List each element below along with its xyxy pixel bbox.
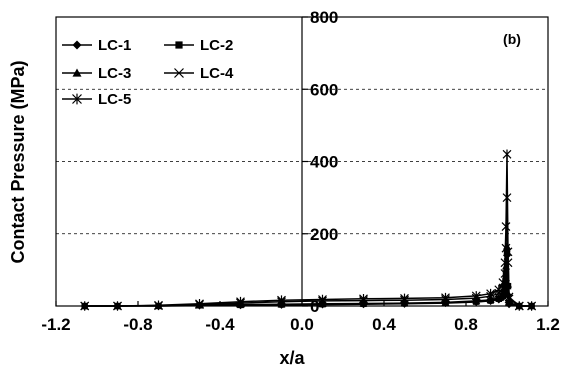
x-tick-label: -0.4 [205, 315, 235, 334]
data-point [486, 295, 495, 304]
x-tick-label: 0.8 [454, 315, 478, 334]
x-tick-label: -0.8 [123, 315, 152, 334]
series-line [84, 251, 532, 307]
data-point [505, 298, 514, 306]
data-point [359, 293, 368, 304]
data-point [113, 301, 122, 311]
data-series [80, 149, 537, 311]
legend-item: LC-3 [62, 65, 131, 82]
data-point [527, 301, 537, 311]
data-point [502, 149, 512, 160]
x-tick-label: 1.2 [536, 315, 560, 334]
legend-marker [175, 41, 183, 49]
x-tick-label: 0.4 [372, 315, 396, 334]
series-lc-5 [80, 149, 537, 311]
y-tick-label: 200 [310, 225, 338, 244]
data-point [80, 301, 90, 311]
x-tick-label: 0.0 [290, 315, 314, 334]
y-tick-label: 800 [310, 8, 338, 27]
data-point [318, 294, 327, 305]
tick-labels: 0 200 400 600 800 -1.2 -0.8 -0.4 0.0 0.4 0.8 1.2 [41, 8, 559, 334]
legend-item: LC-4 [164, 65, 234, 82]
legend-marker [174, 68, 184, 78]
legend-marker [72, 40, 82, 50]
series-line [84, 197, 532, 307]
y-tick-label: 600 [310, 80, 338, 99]
x-axis-title: x/a [279, 348, 305, 368]
legend-item: LC-1 [62, 37, 131, 54]
legend-item: LC-5 [62, 91, 131, 108]
data-point [504, 292, 514, 302]
panel-label: (b) [503, 31, 521, 47]
x-tick-label: -1.2 [41, 315, 70, 334]
data-point [514, 301, 524, 311]
data-point [503, 247, 513, 257]
legend-item: LC-2 [164, 37, 233, 54]
data-point [471, 291, 481, 301]
legend-label: LC-5 [98, 91, 131, 108]
data-point [494, 293, 503, 301]
data-point [400, 293, 409, 304]
data-point [494, 284, 504, 295]
legend-label: LC-1 [98, 37, 131, 54]
data-point [236, 296, 245, 307]
y-tick-label: 0 [310, 297, 319, 316]
legend-marker [72, 93, 82, 105]
series-lc-4 [80, 193, 537, 311]
legend-label: LC-3 [98, 65, 131, 82]
y-axis-title: Contact Pressure (MPa) [8, 60, 28, 263]
data-point [154, 300, 163, 311]
legend: LC-1 LC-2 LC-3 LC-4 LC-5 [62, 37, 234, 108]
legend-label: LC-2 [200, 37, 233, 54]
legend-marker [72, 68, 82, 77]
data-point [277, 295, 286, 306]
legend-label: LC-4 [200, 65, 234, 82]
data-point [500, 269, 510, 278]
data-point [500, 257, 510, 268]
data-point [441, 292, 450, 303]
data-point [195, 299, 204, 309]
data-point [486, 288, 496, 299]
series-line [84, 154, 532, 307]
y-tick-label: 400 [310, 153, 338, 172]
data-point [498, 277, 508, 288]
data-point [501, 221, 511, 232]
